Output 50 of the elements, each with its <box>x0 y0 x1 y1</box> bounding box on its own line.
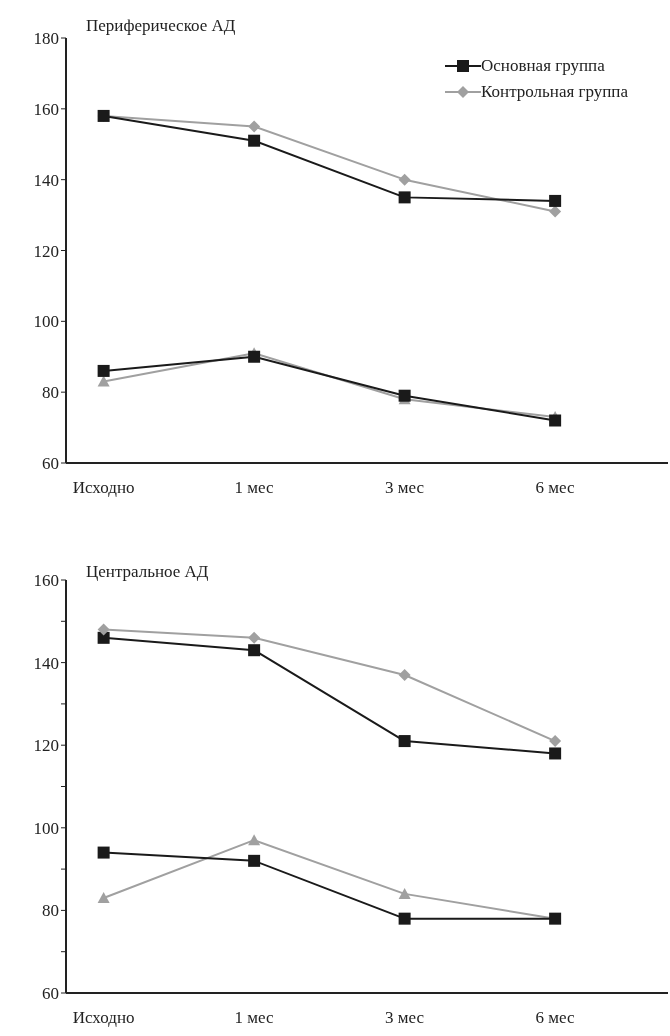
point <box>248 120 261 133</box>
y-tick-label: 140 <box>33 170 59 190</box>
point <box>398 912 411 925</box>
point <box>248 134 261 147</box>
y-tick-label: 80 <box>42 901 59 921</box>
point <box>398 191 411 204</box>
y-tick-label: 60 <box>42 984 59 1004</box>
point <box>398 389 411 402</box>
point <box>398 887 411 899</box>
y-tick-label: 160 <box>33 99 59 119</box>
point <box>549 414 562 427</box>
point <box>97 846 110 859</box>
legend-label: Контрольная группа <box>481 82 628 102</box>
x-tick-label: 6 мес <box>535 1008 576 1028</box>
point <box>549 747 562 760</box>
point <box>248 644 261 657</box>
chart-title: Периферическое АД <box>86 16 236 36</box>
point <box>248 350 261 363</box>
point <box>398 735 411 748</box>
point <box>97 892 110 904</box>
y-tick-label: 120 <box>33 241 59 261</box>
point <box>549 205 562 218</box>
point <box>248 854 261 867</box>
y-tick-label: 120 <box>33 736 59 756</box>
point <box>398 668 411 681</box>
y-tick-label: 100 <box>33 312 59 332</box>
x-tick-label: Исходно <box>72 1008 135 1028</box>
chart-title: Центральное АД <box>86 562 209 582</box>
y-tick-label: 180 <box>33 29 59 49</box>
x-tick-label: Исходно <box>72 478 135 498</box>
point <box>97 375 110 387</box>
x-tick-label: 3 мес <box>385 1008 425 1028</box>
point <box>97 623 110 636</box>
legend-label: Основная группа <box>481 56 605 76</box>
point <box>248 631 261 644</box>
point <box>549 735 562 748</box>
y-tick-label: 60 <box>42 454 59 474</box>
y-tick-label: 140 <box>33 653 59 673</box>
point <box>248 834 261 846</box>
x-tick-label: 1 мес <box>234 1008 275 1028</box>
y-tick-label: 160 <box>33 571 59 591</box>
y-tick-label: 80 <box>42 383 59 403</box>
point <box>97 364 110 377</box>
point <box>549 194 562 207</box>
point <box>97 631 110 644</box>
x-tick-label: 3 мес <box>385 478 425 498</box>
x-tick-label: 6 мес <box>535 478 576 498</box>
y-tick-label: 100 <box>33 818 59 838</box>
point <box>398 173 411 186</box>
x-tick-label: 1 мес <box>234 478 275 498</box>
